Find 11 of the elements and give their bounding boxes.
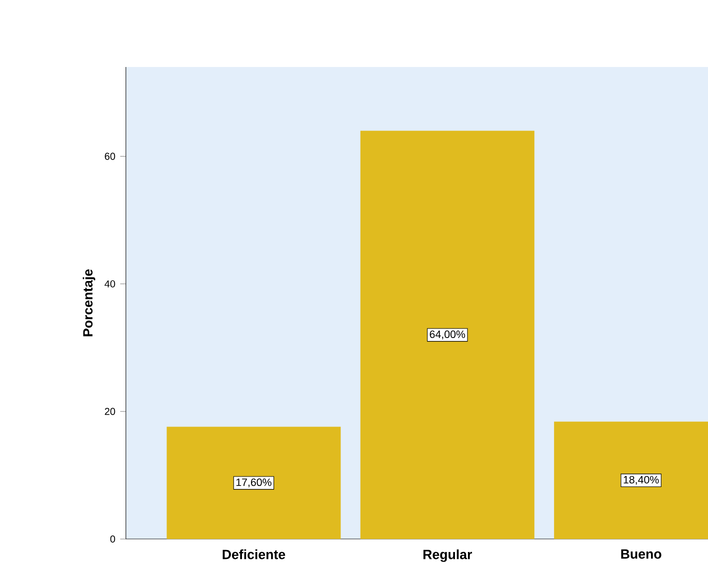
y-axis-title: Porcentaje: [82, 269, 96, 336]
data-label: 18,40%: [624, 476, 659, 485]
x-tick-label: Regular: [423, 549, 472, 562]
y-tick-label: 40: [104, 280, 116, 288]
data-label: 17,60%: [236, 478, 272, 488]
data-label: 64,00%: [430, 330, 466, 340]
y-tick-label: 20: [104, 408, 116, 415]
x-tick-label: Bueno: [621, 549, 662, 559]
y-tick-label: 0: [110, 535, 116, 543]
x-tick-label: Deficiente: [222, 549, 286, 560]
y-tick-label: 60: [104, 152, 116, 160]
